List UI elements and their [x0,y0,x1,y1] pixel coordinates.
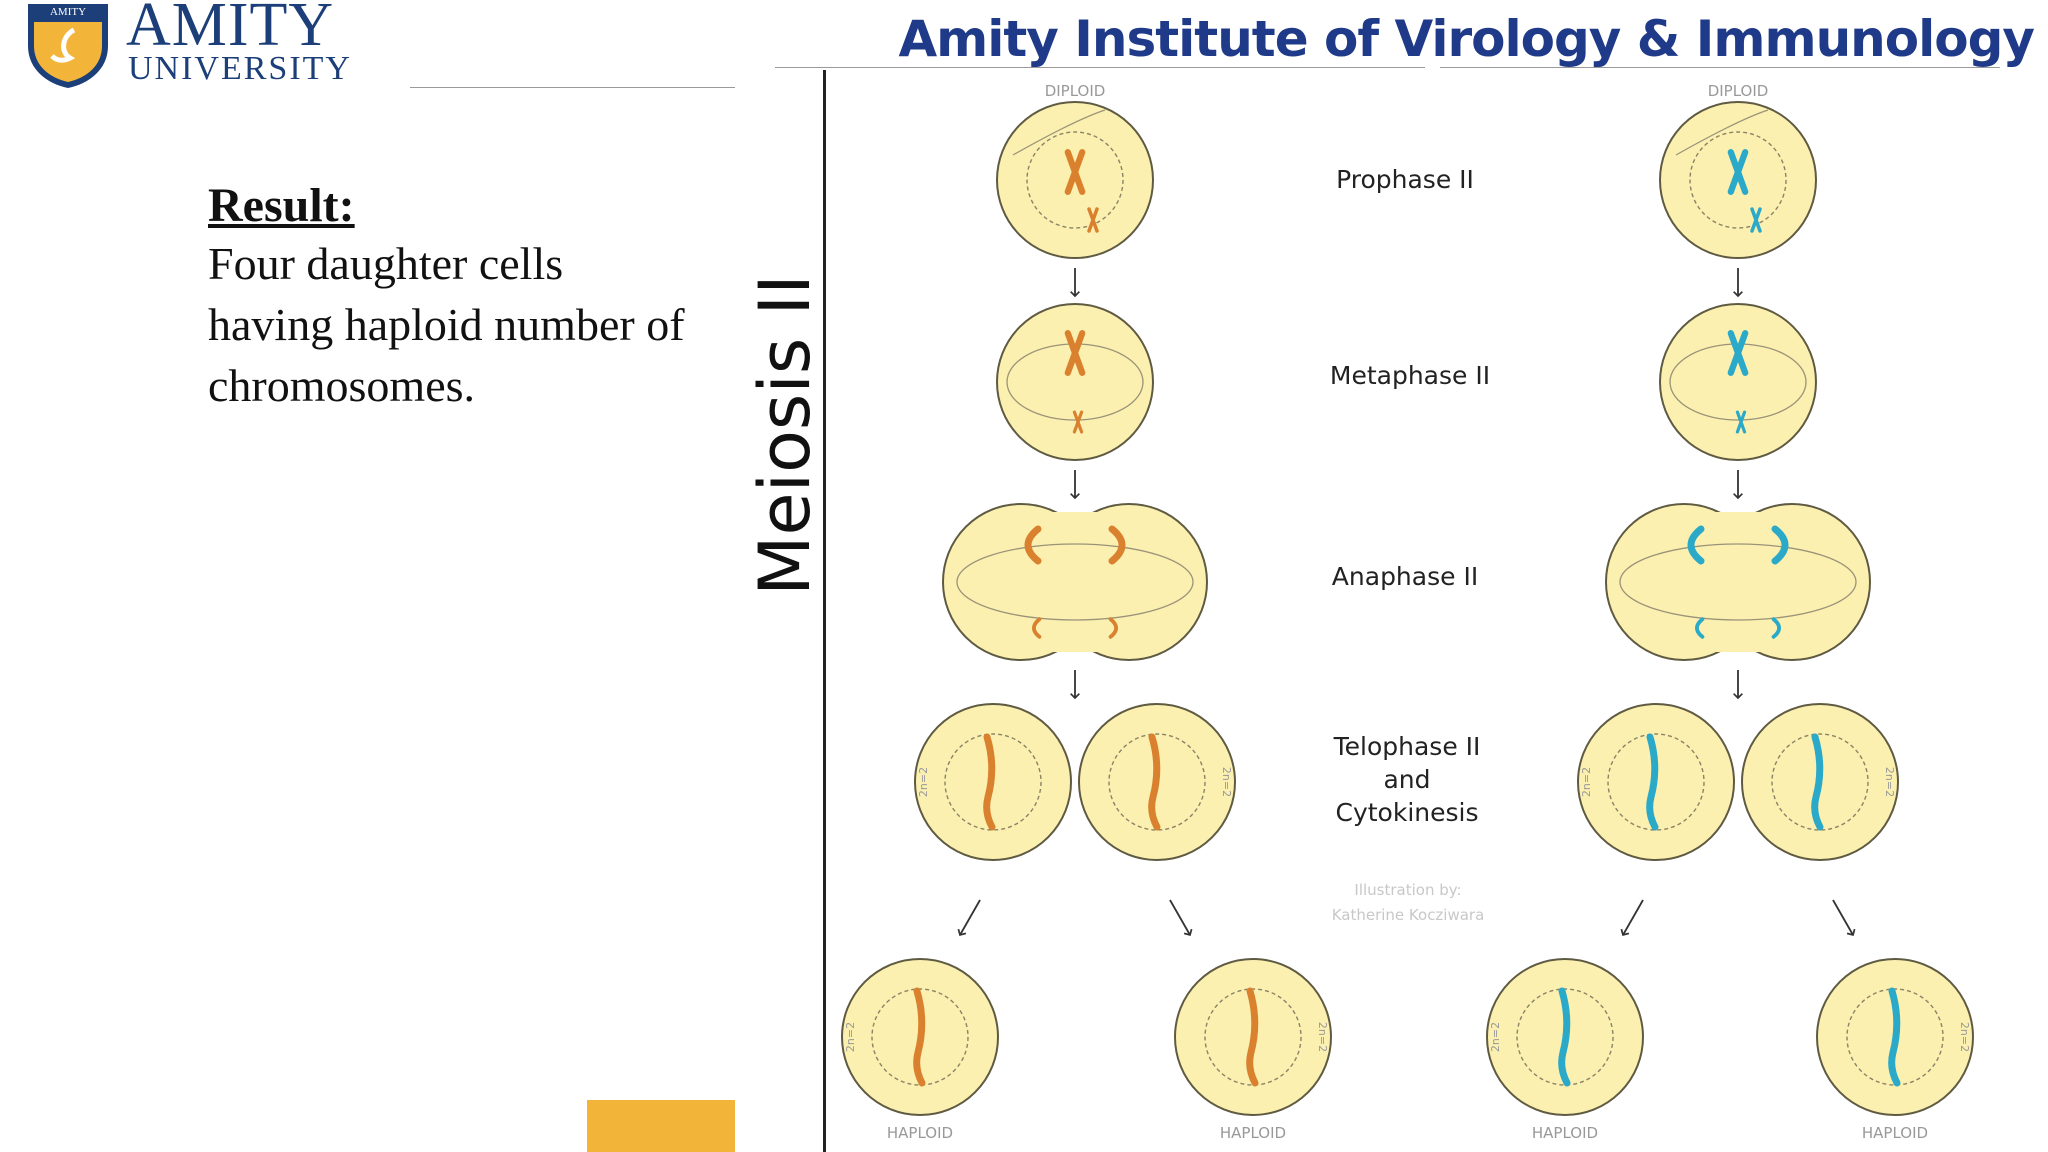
anaphase-chromatid-2-left [1108,525,1126,565]
stage-label-metaphase-ii: Metaphase II [1330,361,1490,390]
telophase-tag-left-left: 2n=2 [917,767,930,797]
metaphase-chromosome-1-left [1064,330,1086,376]
haploid-chromosome-2 [1246,987,1259,1087]
credit-line-2: Katherine Kocziwara [1332,906,1485,924]
telophase-nucleus-left-right [1607,733,1705,831]
result-line-2: having haploid number of [208,299,685,350]
cell-column-right: 2n=2 2n=2 [1577,101,1899,937]
amity-shield-icon: AMITY [28,4,108,88]
haploid-chromosome-4 [1888,987,1901,1087]
haploid-label-2: HAPLOID [1220,1124,1286,1142]
haploid-tag-3: 2n=2 [1489,1022,1502,1052]
prophase-chromosome-1-right [1727,149,1749,195]
metaphase-chromosome-2-right [1735,410,1747,434]
header-rule-mid [775,67,1425,68]
telophase-chromosome-left-left [983,733,996,831]
diagram-axis-line [823,70,826,1152]
diploid-label-left: DIPLOID [1045,82,1106,100]
stage-label-and: and [1383,765,1430,794]
prophase-nucleus-right [1689,131,1787,229]
stage-label-prophase-ii: Prophase II [1336,165,1474,194]
diploid-label-right: DIPLOID [1708,82,1769,100]
header-rule-right [1440,67,2000,68]
result-line-3: chromosomes. [208,360,476,411]
metaphase-cell-left [996,303,1154,461]
haploid-nucleus-1 [871,988,969,1086]
prophase-nucleus-left [1026,131,1124,229]
anaphase-spindle-left [956,543,1194,621]
telophase-nucleus-right-left [1108,733,1206,831]
logo-badge-text: AMITY [50,6,86,18]
arrow-split-right-left [1169,899,1193,937]
haploid-label-4: HAPLOID [1862,1124,1928,1142]
arrow-split-right-right [1832,899,1856,937]
haploid-tag-1: 2n=2 [844,1022,857,1052]
amity-logo: AMITY AMITY UNIVERSITY [22,0,382,92]
anaphase-cell-join-right [1708,512,1768,652]
prophase-chromosome-2-right [1750,207,1762,233]
prophase-chromosome-1-left [1064,149,1086,195]
haploid-nucleus-4 [1846,988,1944,1086]
metaphase-cell-right [1659,303,1817,461]
haploid-tag-2: 2n=2 [1316,1022,1329,1052]
telophase-nucleus-right-right [1771,733,1869,831]
arrow-split-left-left [957,899,981,937]
prophase-spindle-right [1675,109,1769,156]
stage-label-telophase-ii: Telophase II [1333,732,1481,761]
telophase-tag-right-left: 2n=2 [1220,767,1233,797]
anaphase-chromatid-4-left [1108,617,1119,639]
anaphase-chromatid-1-left [1024,525,1042,565]
haploid-label-3: HAPLOID [1532,1124,1598,1142]
anaphase-spindle-right [1619,543,1857,621]
prophase-chromosome-2-left [1087,207,1099,233]
institute-title: Amity Institute of Virology & Immunology [898,10,2035,68]
cell-column-left: 2n=2 2n=2 [914,101,1236,937]
anaphase-chromatid-1-right [1687,525,1705,565]
telophase-tag-right-right: 2n=2 [1883,767,1896,797]
anaphase-chromatid-3-right [1694,617,1705,639]
logo-subtitle: UNIVERSITY [128,50,352,87]
haploid-chromosome-1 [913,987,926,1087]
prophase-spindle-left [1012,109,1106,156]
anaphase-cell-join-left [1045,512,1105,652]
result-section: Result: Four daughter cells having haplo… [208,180,748,415]
result-heading: Result: [208,179,355,232]
metaphase-chromosome-2-left [1072,410,1084,434]
stage-label-anaphase-ii: Anaphase II [1332,562,1478,591]
telophase-tag-left-right: 2n=2 [1580,767,1593,797]
haploid-nucleus-2 [1204,988,1302,1086]
accent-block [587,1100,735,1152]
telophase-chromosome-right-left [1148,733,1161,831]
header-rule-left [410,87,735,88]
telophase-chromosome-right-right [1811,733,1824,831]
haploid-cells-row: 2n=2 2n=2 2n=2 2n=2 [841,958,1974,1116]
arrow-split-left-right [1620,899,1644,937]
result-line-1: Four daughter cells [208,238,564,289]
logo-wordmark: AMITY [126,0,335,59]
haploid-label-1: HAPLOID [887,1124,953,1142]
anaphase-chromatid-3-left [1031,617,1042,639]
telophase-chromosome-left-right [1646,733,1659,831]
anaphase-chromatid-4-right [1771,617,1782,639]
telophase-nucleus-left-left [944,733,1042,831]
metaphase-chromosome-1-right [1727,330,1749,376]
credit-line-1: Illustration by: [1354,881,1461,899]
anaphase-chromatid-2-right [1771,525,1789,565]
haploid-nucleus-3 [1516,988,1614,1086]
haploid-tag-4: 2n=2 [1958,1022,1971,1052]
stage-label-cytokinesis: Cytokinesis [1336,798,1479,827]
haploid-chromosome-3 [1558,987,1571,1087]
